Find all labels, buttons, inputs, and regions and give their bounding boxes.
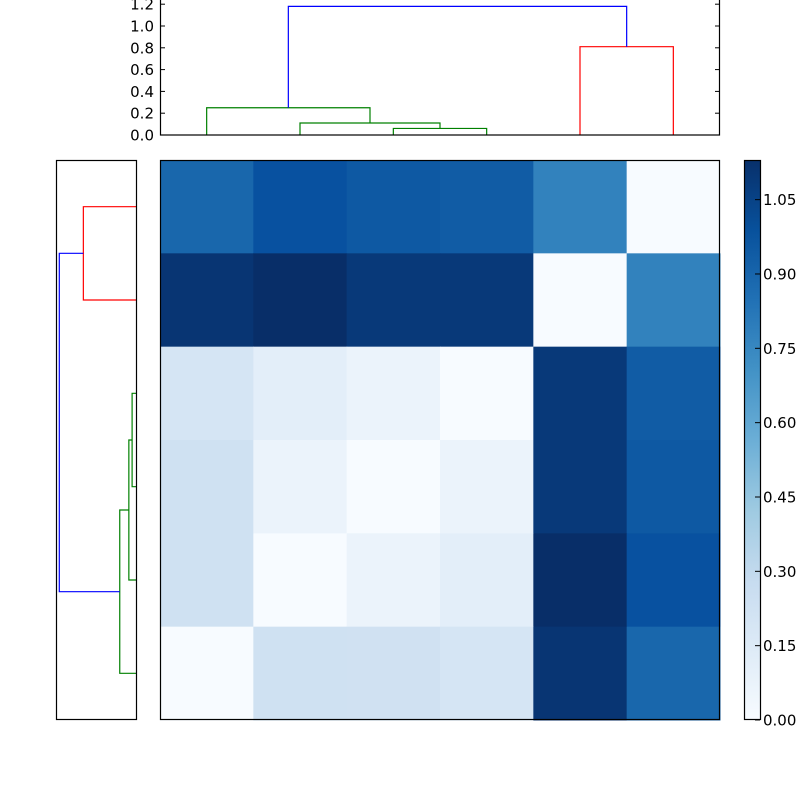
y-tick-label: 0.0 [130,127,154,145]
heatmap-cell [253,440,347,534]
heatmap-cell [627,533,721,627]
dendrogram-link [580,47,673,135]
y-tick-label: 0.2 [130,105,154,123]
heatmap-cell [533,347,627,441]
heatmap-cell [347,627,441,721]
dendrogram-link [120,510,136,673]
heatmap-cells [160,160,721,721]
left-dendrogram-links [59,207,136,674]
colorbar-gradient [745,161,761,720]
heatmap-cell [627,440,721,534]
left-dendrogram-frame [57,161,137,720]
heatmap-cell [160,533,254,627]
heatmap-cell [627,347,721,441]
heatmap-cell [253,627,347,721]
heatmap-cell [347,253,441,347]
dendrogram-link [59,253,119,591]
colorbar-tick-label: 0.30 [763,563,796,581]
heatmap-cell [440,440,534,534]
heatmap-cell [440,533,534,627]
colorbar-ticks: 0.00 0.15 0.30 0.45 0.60 0.75 0.90 1.05 [755,191,796,729]
heatmap-cell [440,160,534,254]
heatmap-cell [627,627,721,721]
y-tick-label: 0.6 [130,61,154,79]
heatmap-cell [253,160,347,254]
dendrogram-link [393,128,486,135]
heatmap-cell [253,347,347,441]
top-dendrogram: 0.0 0.2 0.4 0.6 0.8 1.0 1.2 [0,0,800,145]
heatmap-cell [347,347,441,441]
dendrogram-link [288,6,626,107]
colorbar-tick-label: 0.60 [763,414,796,432]
colorbar-tick-label: 0.15 [763,637,796,655]
heatmap-cell [533,253,627,347]
colorbar-tick-label: 0.90 [763,265,796,283]
heatmap-cell [627,160,721,254]
y-tick-label: 1.2 [130,0,154,14]
heatmap-cell [533,533,627,627]
heatmap-cell [160,440,254,534]
colorbar-tick-label: 0.00 [763,712,796,730]
left-dendrogram [0,150,150,730]
heatmap-cell [440,347,534,441]
heatmap-cell [253,533,347,627]
heatmap-cell [627,253,721,347]
colorbar-tick-label: 0.75 [763,340,796,358]
heatmap-cell [160,347,254,441]
heatmap-cell [160,160,254,254]
heatmap-cell [160,627,254,721]
heatmap-cell [440,627,534,721]
heatmap-cell [253,253,347,347]
heatmap-cell [533,440,627,534]
colorbar-tick-label: 1.05 [763,191,796,209]
colorbar-tick-label: 0.45 [763,488,796,506]
heatmap-cell [533,627,627,721]
y-tick-label: 0.8 [130,39,154,57]
heatmap [150,150,730,730]
y-tick-label: 1.0 [130,18,154,36]
heatmap-cell [160,253,254,347]
heatmap-cell [347,440,441,534]
dendrogram-link [207,108,370,135]
heatmap-cell [533,160,627,254]
top-dendrogram-links [207,6,674,135]
y-tick-label: 0.4 [130,83,154,101]
heatmap-cell [347,160,441,254]
colorbar: 0.00 0.15 0.30 0.45 0.60 0.75 0.90 1.05 [730,150,800,740]
top-dendrogram-frame [161,0,720,135]
dendrogram-link [132,393,136,486]
heatmap-cell [347,533,441,627]
heatmap-cell [440,253,534,347]
dendrogram-link [83,207,136,300]
